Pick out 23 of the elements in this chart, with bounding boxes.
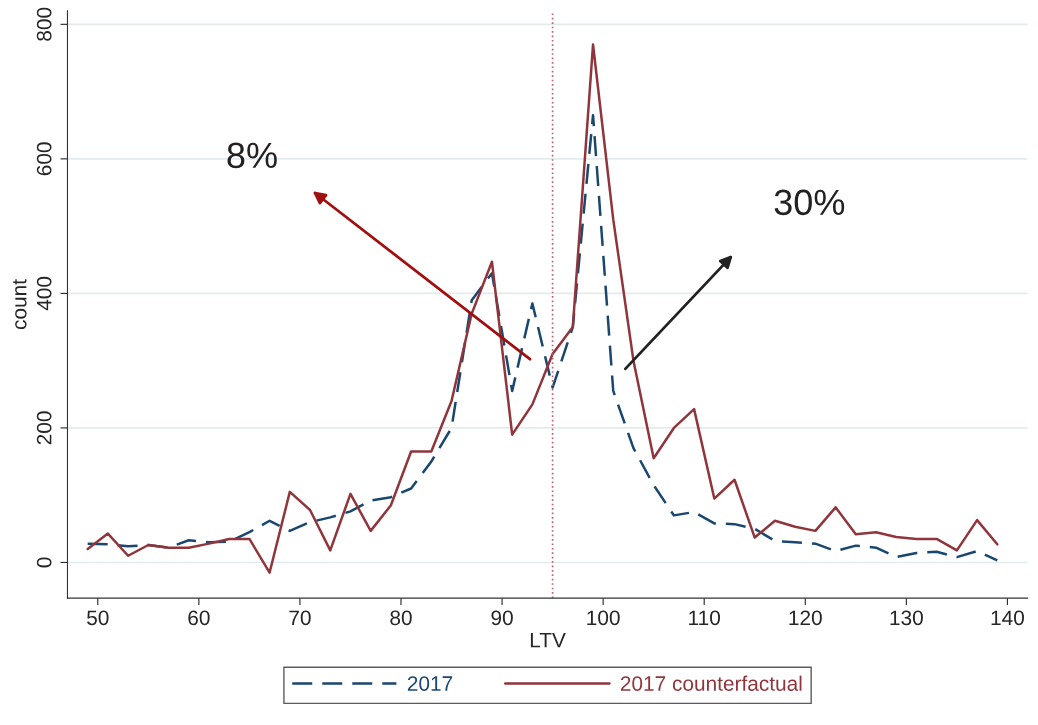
y-tick-label: 200 [36,411,52,445]
annotation: 8% [227,142,277,169]
line-series [86,43,999,574]
y-axis-title: count [12,279,27,330]
x-tick-label: 110 [689,610,720,626]
x-tick-label: 130 [890,610,923,626]
x-tick-label: 90 [491,610,513,626]
x-tick-label: 70 [289,610,311,626]
y-tick-label: 800 [36,7,52,41]
x-axis-title: LTV [530,632,566,648]
x-tick-label: 140 [991,610,1024,626]
line-series [86,113,999,562]
x-tick-label: 50 [87,610,109,626]
x-tick-label: 60 [188,610,210,626]
x-tick-label: 80 [390,610,412,626]
x-tick-label: 100 [587,610,620,626]
y-tick-label: 400 [36,276,52,311]
text: 2017 [407,676,453,691]
x-tick-label: 120 [789,610,822,626]
annotation: 30% [774,189,845,216]
text: 2017 counterfactual [620,675,802,691]
y-tick-label: 0 [36,557,52,568]
y-tick-label: 600 [36,142,52,176]
